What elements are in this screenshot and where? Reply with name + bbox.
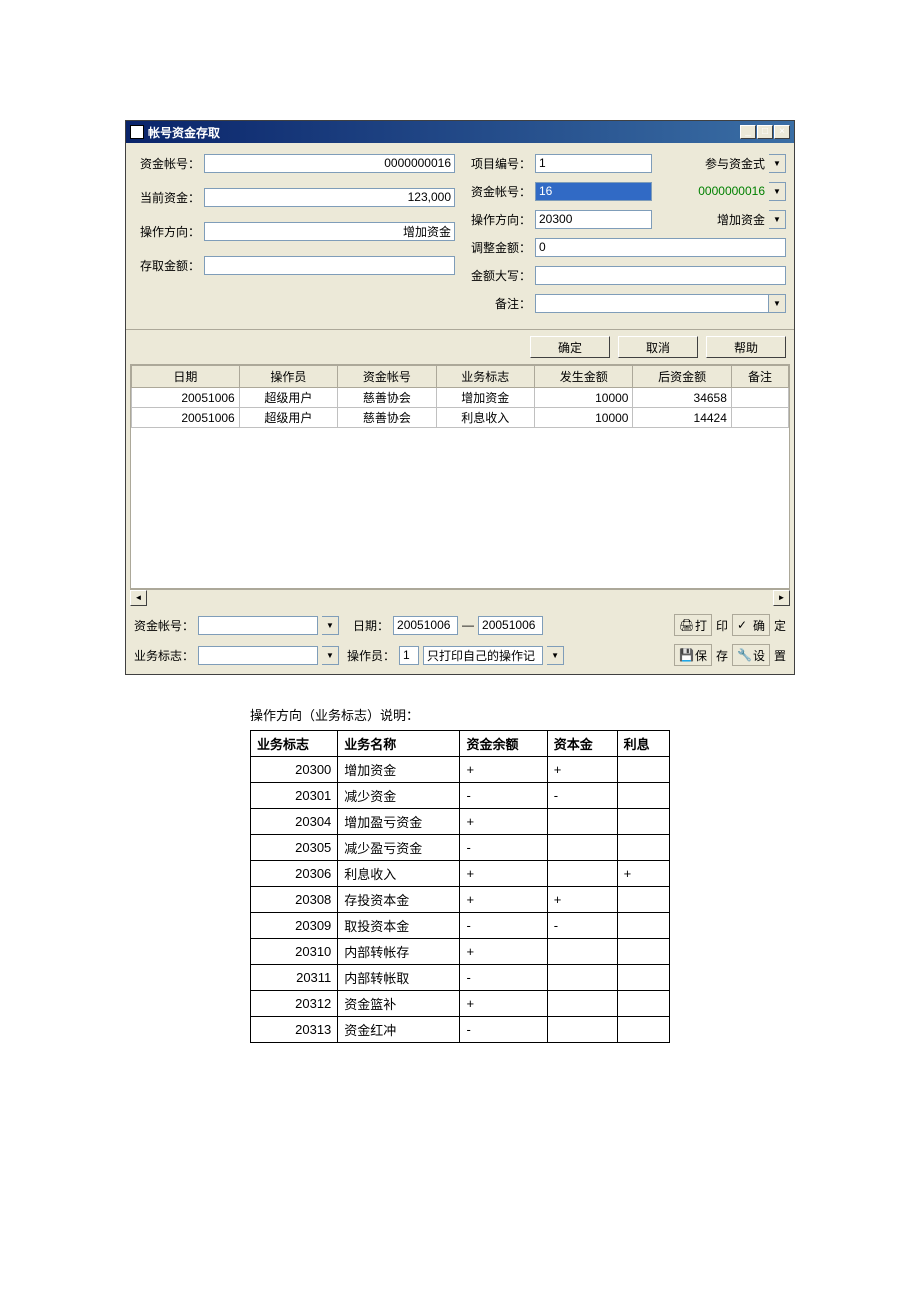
grid-header[interactable]: 资金帐号 — [338, 366, 436, 388]
filter-date-from[interactable] — [393, 616, 458, 635]
direction-label: 操作方向： — [134, 223, 204, 240]
main-window: 帐号资金存取 _ □ × 资金帐号： 当前资金： 操作方向： 存取金额： — [125, 120, 795, 675]
explain-row: 20312资金篮补+ — [251, 991, 670, 1017]
filter-account-input[interactable] — [198, 616, 318, 635]
amount-cn-input[interactable] — [535, 266, 786, 285]
remark-input[interactable] — [535, 294, 769, 313]
window-title: 帐号资金存取 — [148, 124, 220, 141]
project-extra: 参与资金式 — [656, 155, 765, 172]
filter-account-dropdown[interactable]: ▼ — [322, 616, 339, 635]
direction2-dropdown[interactable]: ▼ — [769, 210, 786, 229]
filter-operator-input[interactable] — [399, 646, 419, 665]
explain-row: 20305减少盈亏资金- — [251, 835, 670, 861]
account-input[interactable] — [204, 154, 455, 173]
fund-account-input[interactable] — [535, 182, 652, 201]
grid-header[interactable]: 操作员 — [239, 366, 337, 388]
confirm-button[interactable]: ✓ 确 — [732, 614, 770, 636]
direction2-label: 操作方向： — [465, 211, 535, 228]
data-grid: 日期操作员资金帐号业务标志发生金额后资金额备注 20051006超级用户慈善协会… — [131, 365, 789, 428]
explain-row: 20306利息收入++ — [251, 861, 670, 887]
explain-row: 20309取投资本金-- — [251, 913, 670, 939]
remark-dropdown[interactable]: ▼ — [769, 294, 786, 313]
balance-label: 当前资金： — [134, 189, 204, 206]
minimize-button[interactable]: _ — [740, 125, 756, 139]
window-icon — [130, 125, 144, 139]
help-button[interactable]: 帮助 — [706, 336, 786, 358]
filter-bar: 资金帐号： ▼ 日期： — 🖨 打 印 ✓ 确 定 业务标志： ▼ 操作员： — [126, 606, 794, 674]
filter-biz-label: 业务标志： — [134, 647, 194, 664]
filter-date-label: 日期： — [353, 617, 389, 634]
amount-label: 存取金额： — [134, 257, 204, 274]
amount-input[interactable] — [204, 256, 455, 275]
account-label: 资金帐号： — [134, 155, 204, 172]
printer-icon: 🖨 — [679, 618, 693, 632]
scroll-left-button[interactable]: ◄ — [130, 590, 147, 606]
grid-header[interactable]: 业务标志 — [436, 366, 534, 388]
adjust-label: 调整金额： — [465, 239, 535, 256]
form-area: 资金帐号： 当前资金： 操作方向： 存取金额： 项目编号： 参与资金式 — [126, 143, 794, 329]
print-button[interactable]: 🖨 打 — [674, 614, 712, 636]
setting-button[interactable]: 🔧 设 — [732, 644, 770, 666]
explain-row: 20313资金红冲- — [251, 1017, 670, 1043]
direction2-extra: 增加资金 — [656, 211, 765, 228]
direction-input[interactable] — [204, 222, 455, 241]
save-button[interactable]: 💾 保 — [674, 644, 712, 666]
table-row[interactable]: 20051006超级用户慈善协会利息收入1000014424 — [132, 408, 789, 428]
explain-row: 20311内部转帐取- — [251, 965, 670, 991]
grid-header[interactable]: 备注 — [731, 366, 788, 388]
scroll-right-button[interactable]: ► — [773, 590, 790, 606]
project-input[interactable] — [535, 154, 652, 173]
close-button[interactable]: × — [774, 125, 790, 139]
table-row[interactable]: 20051006超级用户慈善协会增加资金1000034658 — [132, 388, 789, 408]
horizontal-scrollbar[interactable]: ◄ ► — [130, 589, 790, 606]
fund-account-label: 资金帐号： — [465, 183, 535, 200]
project-dropdown[interactable]: ▼ — [769, 154, 786, 173]
balance-input[interactable] — [204, 188, 455, 207]
filter-operator-option[interactable] — [423, 646, 543, 665]
explain-row: 20310内部转帐存+ — [251, 939, 670, 965]
tool-icon: 🔧 — [737, 648, 751, 662]
explain-row: 20304增加盈亏资金+ — [251, 809, 670, 835]
check-icon: ✓ — [737, 618, 751, 632]
explain-row: 20308存投资本金++ — [251, 887, 670, 913]
date-sep: — — [462, 618, 474, 632]
titlebar: 帐号资金存取 _ □ × — [126, 121, 794, 143]
save-icon: 💾 — [679, 648, 693, 662]
ok-button[interactable]: 确定 — [530, 336, 610, 358]
filter-biz-input[interactable] — [198, 646, 318, 665]
explain-table: 业务标志业务名称资金余额资本金利息 20300增加资金++20301减少资金--… — [250, 730, 670, 1043]
button-bar: 确定 取消 帮助 — [126, 329, 794, 364]
grid-header[interactable]: 发生金额 — [535, 366, 633, 388]
grid-area: 日期操作员资金帐号业务标志发生金额后资金额备注 20051006超级用户慈善协会… — [130, 364, 790, 589]
fund-account-dropdown[interactable]: ▼ — [769, 182, 786, 201]
filter-date-to[interactable] — [478, 616, 543, 635]
grid-header[interactable]: 日期 — [132, 366, 240, 388]
maximize-button[interactable]: □ — [757, 125, 773, 139]
filter-biz-dropdown[interactable]: ▼ — [322, 646, 339, 665]
project-label: 项目编号： — [465, 155, 535, 172]
filter-operator-label: 操作员： — [347, 647, 395, 664]
adjust-input[interactable] — [535, 238, 786, 257]
filter-operator-dropdown[interactable]: ▼ — [547, 646, 564, 665]
filter-account-label: 资金帐号： — [134, 617, 194, 634]
grid-header[interactable]: 后资金额 — [633, 366, 731, 388]
explain-row: 20300增加资金++ — [251, 757, 670, 783]
direction2-input[interactable] — [535, 210, 652, 229]
remark-label: 备注： — [465, 295, 535, 312]
cancel-button[interactable]: 取消 — [618, 336, 698, 358]
explain-row: 20301减少资金-- — [251, 783, 670, 809]
fund-account-extra: 0000000016 — [656, 184, 765, 198]
caption: 操作方向（业务标志）说明： — [250, 705, 670, 724]
amount-cn-label: 金额大写： — [465, 267, 535, 284]
